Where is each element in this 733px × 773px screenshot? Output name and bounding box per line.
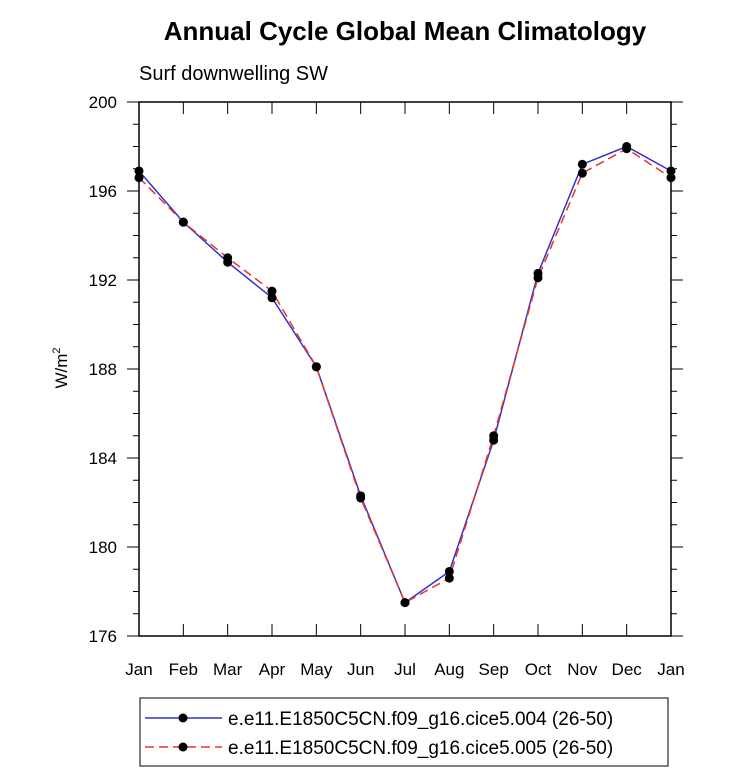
x-tick-label: Oct [525, 660, 552, 679]
x-tick-label: Jan [657, 660, 684, 679]
x-tick-label: Dec [612, 660, 643, 679]
y-tick-label: 200 [89, 93, 117, 112]
data-point-series-2 [356, 493, 366, 503]
plot-frame [138, 101, 672, 637]
svg-text:W/m2: W/m2 [51, 347, 71, 388]
y-axis-label-text: W/m [52, 354, 71, 389]
series-line-2 [138, 147, 672, 604]
data-point-series-2 [622, 144, 632, 154]
legend-label-2: e.e11.E1850C5CN.f09_g16.cice5.005 (26-50… [228, 738, 613, 759]
chart-title: Annual Cycle Global Mean Climatology [164, 16, 647, 46]
x-tick-label: Jun [347, 660, 374, 679]
y-tick-label: 192 [89, 271, 117, 290]
legend-label-1: e.e11.E1850C5CN.f09_g16.cice5.004 (26-50… [228, 709, 613, 730]
data-point-series-1 [267, 293, 277, 303]
data-point-series-2 [223, 253, 233, 263]
y-tick-label: 180 [89, 538, 117, 557]
data-point-series-2 [577, 168, 587, 178]
y-axis-label-superscript: 2 [51, 347, 63, 353]
x-tick-label: Aug [434, 660, 464, 679]
legend: e.e11.E1850C5CN.f09_g16.cice5.004 (26-50… [139, 697, 669, 767]
x-tick-label: Feb [169, 660, 198, 679]
series-layer [134, 142, 676, 608]
data-point-series-2 [267, 286, 277, 296]
y-tick-label: 184 [89, 449, 117, 468]
data-point-series-1 [577, 159, 587, 169]
y-axis-tick-labels: 176 180 184 188 192 196 200 [89, 93, 117, 646]
legend-box [139, 697, 669, 767]
axis-ticks [127, 101, 683, 637]
y-tick-label: 176 [89, 627, 117, 646]
x-tick-label: May [300, 660, 333, 679]
data-point-series-2 [311, 362, 321, 372]
legend-marker-2 [178, 742, 188, 752]
x-axis-tick-labels: Jan Feb Mar Apr May Jun Jul Aug Sep Oct Nov Dec Jan [125, 660, 684, 679]
data-point-series-2 [489, 431, 499, 441]
legend-marker-1 [178, 713, 188, 723]
y-axis-label: W/m2 [51, 347, 71, 388]
x-tick-label: Jan [125, 660, 152, 679]
y-tick-label: 196 [89, 182, 117, 201]
y-tick-label: 188 [89, 360, 117, 379]
data-point-series-2 [400, 598, 410, 608]
data-point-series-2 [178, 217, 188, 227]
x-tick-label: Jul [394, 660, 416, 679]
x-tick-label: Apr [259, 660, 286, 679]
x-tick-label: Nov [567, 660, 598, 679]
data-point-series-1 [444, 566, 454, 576]
x-tick-label: Sep [479, 660, 509, 679]
series-line-1 [138, 145, 672, 604]
data-point-series-2 [444, 573, 454, 583]
x-tick-label: Mar [213, 660, 243, 679]
chart-subtitle: Surf downwelling SW [139, 63, 328, 85]
data-point-series-2 [533, 273, 543, 283]
